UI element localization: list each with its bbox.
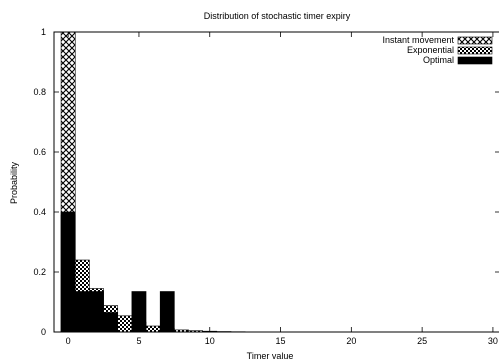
legend-swatch-instant-movement — [457, 36, 493, 45]
y-axis-label: Probability — [9, 161, 19, 204]
legend-label-instant-movement: Instant movement — [382, 35, 454, 45]
bars-layer — [60, 31, 246, 333]
y-tick-label: 0.6 — [33, 147, 46, 157]
bar-exponential-6 — [145, 325, 161, 333]
bar-optimal-0 — [60, 211, 76, 333]
chart-title: Distribution of stochastic timer expiry — [204, 11, 351, 21]
y-tick-label: 0.2 — [33, 267, 46, 277]
x-axis-label: Timer value — [247, 351, 294, 361]
legend-swatch-optimal — [457, 56, 493, 65]
x-tick-label: 20 — [346, 336, 356, 346]
y-tick-label: 0 — [41, 327, 46, 337]
bar-optimal-7 — [159, 291, 175, 333]
bar-optimal-3 — [103, 312, 119, 333]
bar-exponential-4 — [117, 315, 133, 333]
x-tick-label: 0 — [66, 336, 71, 346]
y-tick-label: 1 — [41, 27, 46, 37]
y-tick-label: 0.4 — [33, 207, 46, 217]
legend-label-optimal: Optimal — [423, 55, 454, 65]
x-tick-label: 25 — [417, 336, 427, 346]
x-tick-label: 30 — [488, 336, 498, 346]
legend-label-exponential: Exponential — [407, 45, 454, 55]
bar-optimal-2 — [89, 291, 104, 333]
x-tick-label: 15 — [276, 336, 286, 346]
bar-optimal-1 — [74, 291, 90, 333]
plot-frame — [53, 31, 499, 333]
bar-optimal-5 — [131, 291, 147, 333]
legend-swatch-exponential — [457, 46, 493, 55]
y-tick-label: 0.8 — [33, 87, 46, 97]
ticks-layer: 0 5 10 15 20 25 30 0 0.2 0.4 0.6 0.8 1 — [33, 27, 499, 346]
x-tick-label: 5 — [136, 336, 141, 346]
x-tick-label: 10 — [205, 336, 215, 346]
